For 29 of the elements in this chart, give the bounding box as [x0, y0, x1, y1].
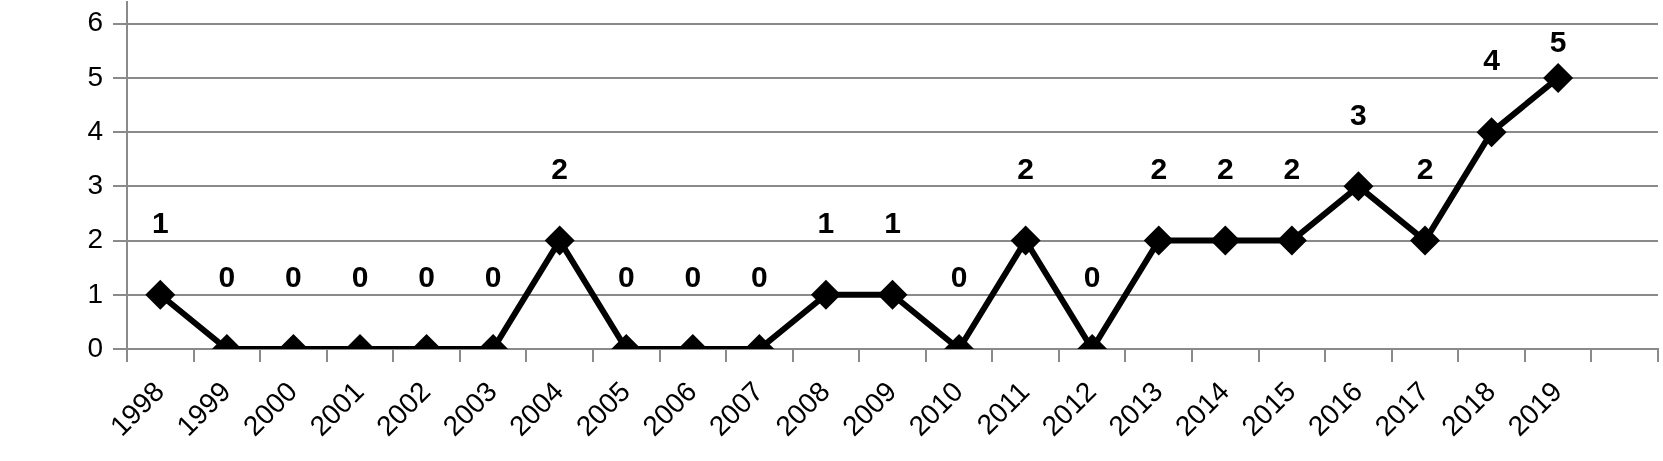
y-tick-label: 3	[87, 169, 103, 201]
data-label: 0	[218, 260, 236, 294]
y-tick-label: 0	[87, 331, 103, 363]
data-label: 4	[1483, 43, 1501, 77]
data-label: 0	[285, 260, 302, 294]
data-label: 1	[151, 206, 169, 240]
data-label: 0	[1083, 260, 1101, 294]
data-label: 0	[351, 260, 369, 294]
y-tick-label: 1	[87, 277, 103, 309]
y-tick-label: 2	[87, 223, 103, 255]
data-label: 0	[617, 260, 635, 294]
data-label: 0	[484, 260, 502, 294]
data-label: 1	[884, 206, 901, 240]
data-label: 2	[1416, 151, 1434, 185]
data-label: 5	[1549, 25, 1567, 59]
y-tick-label: 4	[87, 114, 103, 146]
data-label: 1	[817, 206, 835, 240]
data-label: 2	[1017, 151, 1034, 185]
data-label: 2	[1216, 151, 1234, 185]
data-label: 2	[551, 151, 569, 185]
data-label: 0	[684, 260, 702, 294]
y-tick-label: 6	[87, 6, 103, 38]
data-label: 3	[1350, 97, 1367, 131]
data-label: 0	[751, 260, 768, 294]
data-label: 2	[1283, 151, 1301, 185]
data-label: 0	[950, 260, 968, 294]
y-tick-label: 5	[87, 60, 103, 92]
data-label: 0	[418, 260, 435, 294]
data-label: 2	[1150, 151, 1168, 185]
